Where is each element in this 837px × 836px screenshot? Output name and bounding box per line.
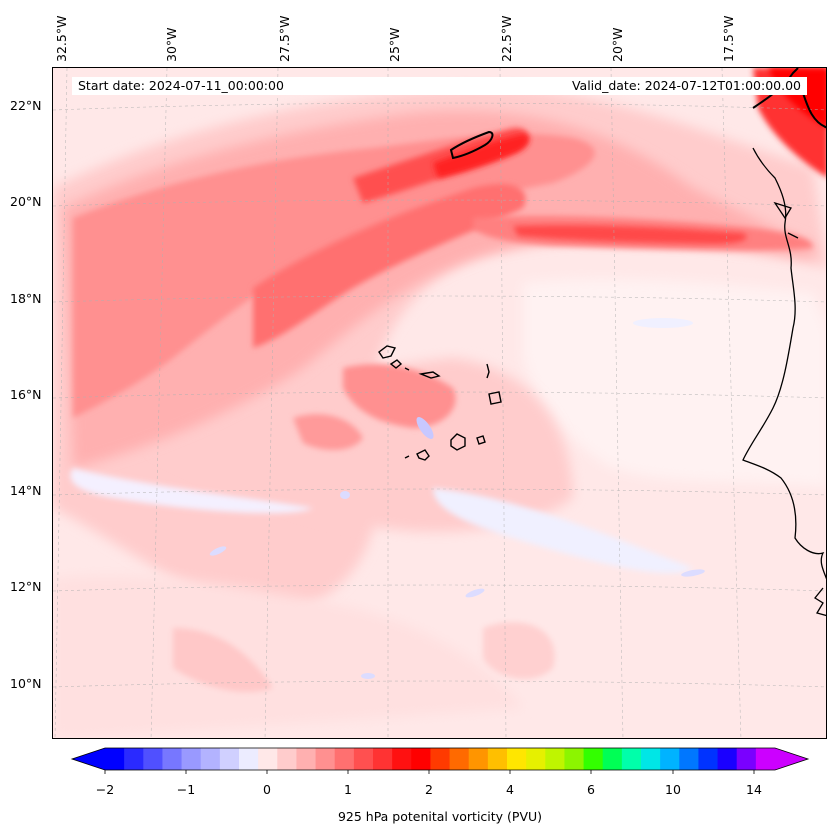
cbar-tick-2: 2 (425, 782, 433, 797)
colorbar-segment (736, 748, 757, 770)
info-bar: Start date: 2024-07-11_00:00:00 Valid_da… (72, 77, 807, 95)
colorbar-extend-high (775, 748, 808, 770)
cbar-tick-6: 6 (587, 782, 595, 797)
colorbar-segment (507, 748, 527, 770)
colorbar-segment (277, 748, 297, 770)
lat-label-18n: 18°N (10, 291, 42, 306)
lat-label-16n: 16°N (10, 387, 42, 402)
cbar-tick-4: 4 (506, 782, 514, 797)
colorbar-segment (162, 748, 183, 770)
colorbar-label: 925 hPa potenital vorticity (PVU) (337, 809, 543, 824)
lat-label-12n: 12°N (10, 579, 42, 594)
colorbar-segment (219, 748, 240, 770)
colorbar-segment (621, 748, 642, 770)
colorbar-segment (296, 748, 317, 770)
colorbar-segment (239, 748, 259, 770)
colorbar-segment (411, 748, 431, 770)
colorbar-segment (373, 748, 393, 770)
colorbar-segment (143, 748, 163, 770)
cbar-tick-14: 14 (746, 782, 762, 797)
pv-field (53, 68, 826, 738)
colorbar-segment (449, 748, 470, 770)
colorbar-segment (679, 748, 699, 770)
map-panel (52, 67, 827, 739)
cbar-tick-10: 10 (665, 782, 681, 797)
colorbar-segment (717, 748, 738, 770)
colorbar-extend-low (72, 748, 105, 770)
colorbar-segment (468, 748, 489, 770)
colorbar-segment (315, 748, 336, 770)
colorbar-segment (526, 748, 546, 770)
colorbar-segment (545, 748, 565, 770)
colorbar-segment (124, 748, 144, 770)
colorbar-segment (487, 748, 508, 770)
lat-label-14n: 14°N (10, 483, 42, 498)
colorbar-segment (353, 748, 374, 770)
lat-label-22n: 22°N (10, 98, 42, 113)
colorbar-segment (200, 748, 221, 770)
colorbar-segment (258, 748, 278, 770)
colorbar-segment (334, 748, 355, 770)
colorbar-segment (583, 748, 604, 770)
colorbar-segment (392, 748, 412, 770)
start-date-text: Start date: 2024-07-11_00:00:00 (78, 78, 284, 93)
colorbar-segment (755, 748, 776, 770)
valid-date-text: Valid_date: 2024-07-12T01:00:00.00 (571, 78, 801, 93)
cbar-tick-1: 1 (344, 782, 352, 797)
colorbar-segment (602, 748, 623, 770)
colorbar-segment (430, 748, 451, 770)
colorbar-segment (105, 748, 125, 770)
lat-label-10n: 10°N (10, 676, 42, 691)
cbar-tick-0: 0 (263, 782, 271, 797)
colorbar-segment (698, 748, 719, 770)
cbar-tick-neg2: −2 (95, 782, 115, 797)
lat-label-20n: 20°N (10, 194, 42, 209)
colorbar-segment (641, 748, 661, 770)
colorbar-segment (660, 748, 680, 770)
colorbar-segment (564, 748, 585, 770)
cbar-tick-neg1: −1 (176, 782, 196, 797)
colorbar-segment (181, 748, 202, 770)
